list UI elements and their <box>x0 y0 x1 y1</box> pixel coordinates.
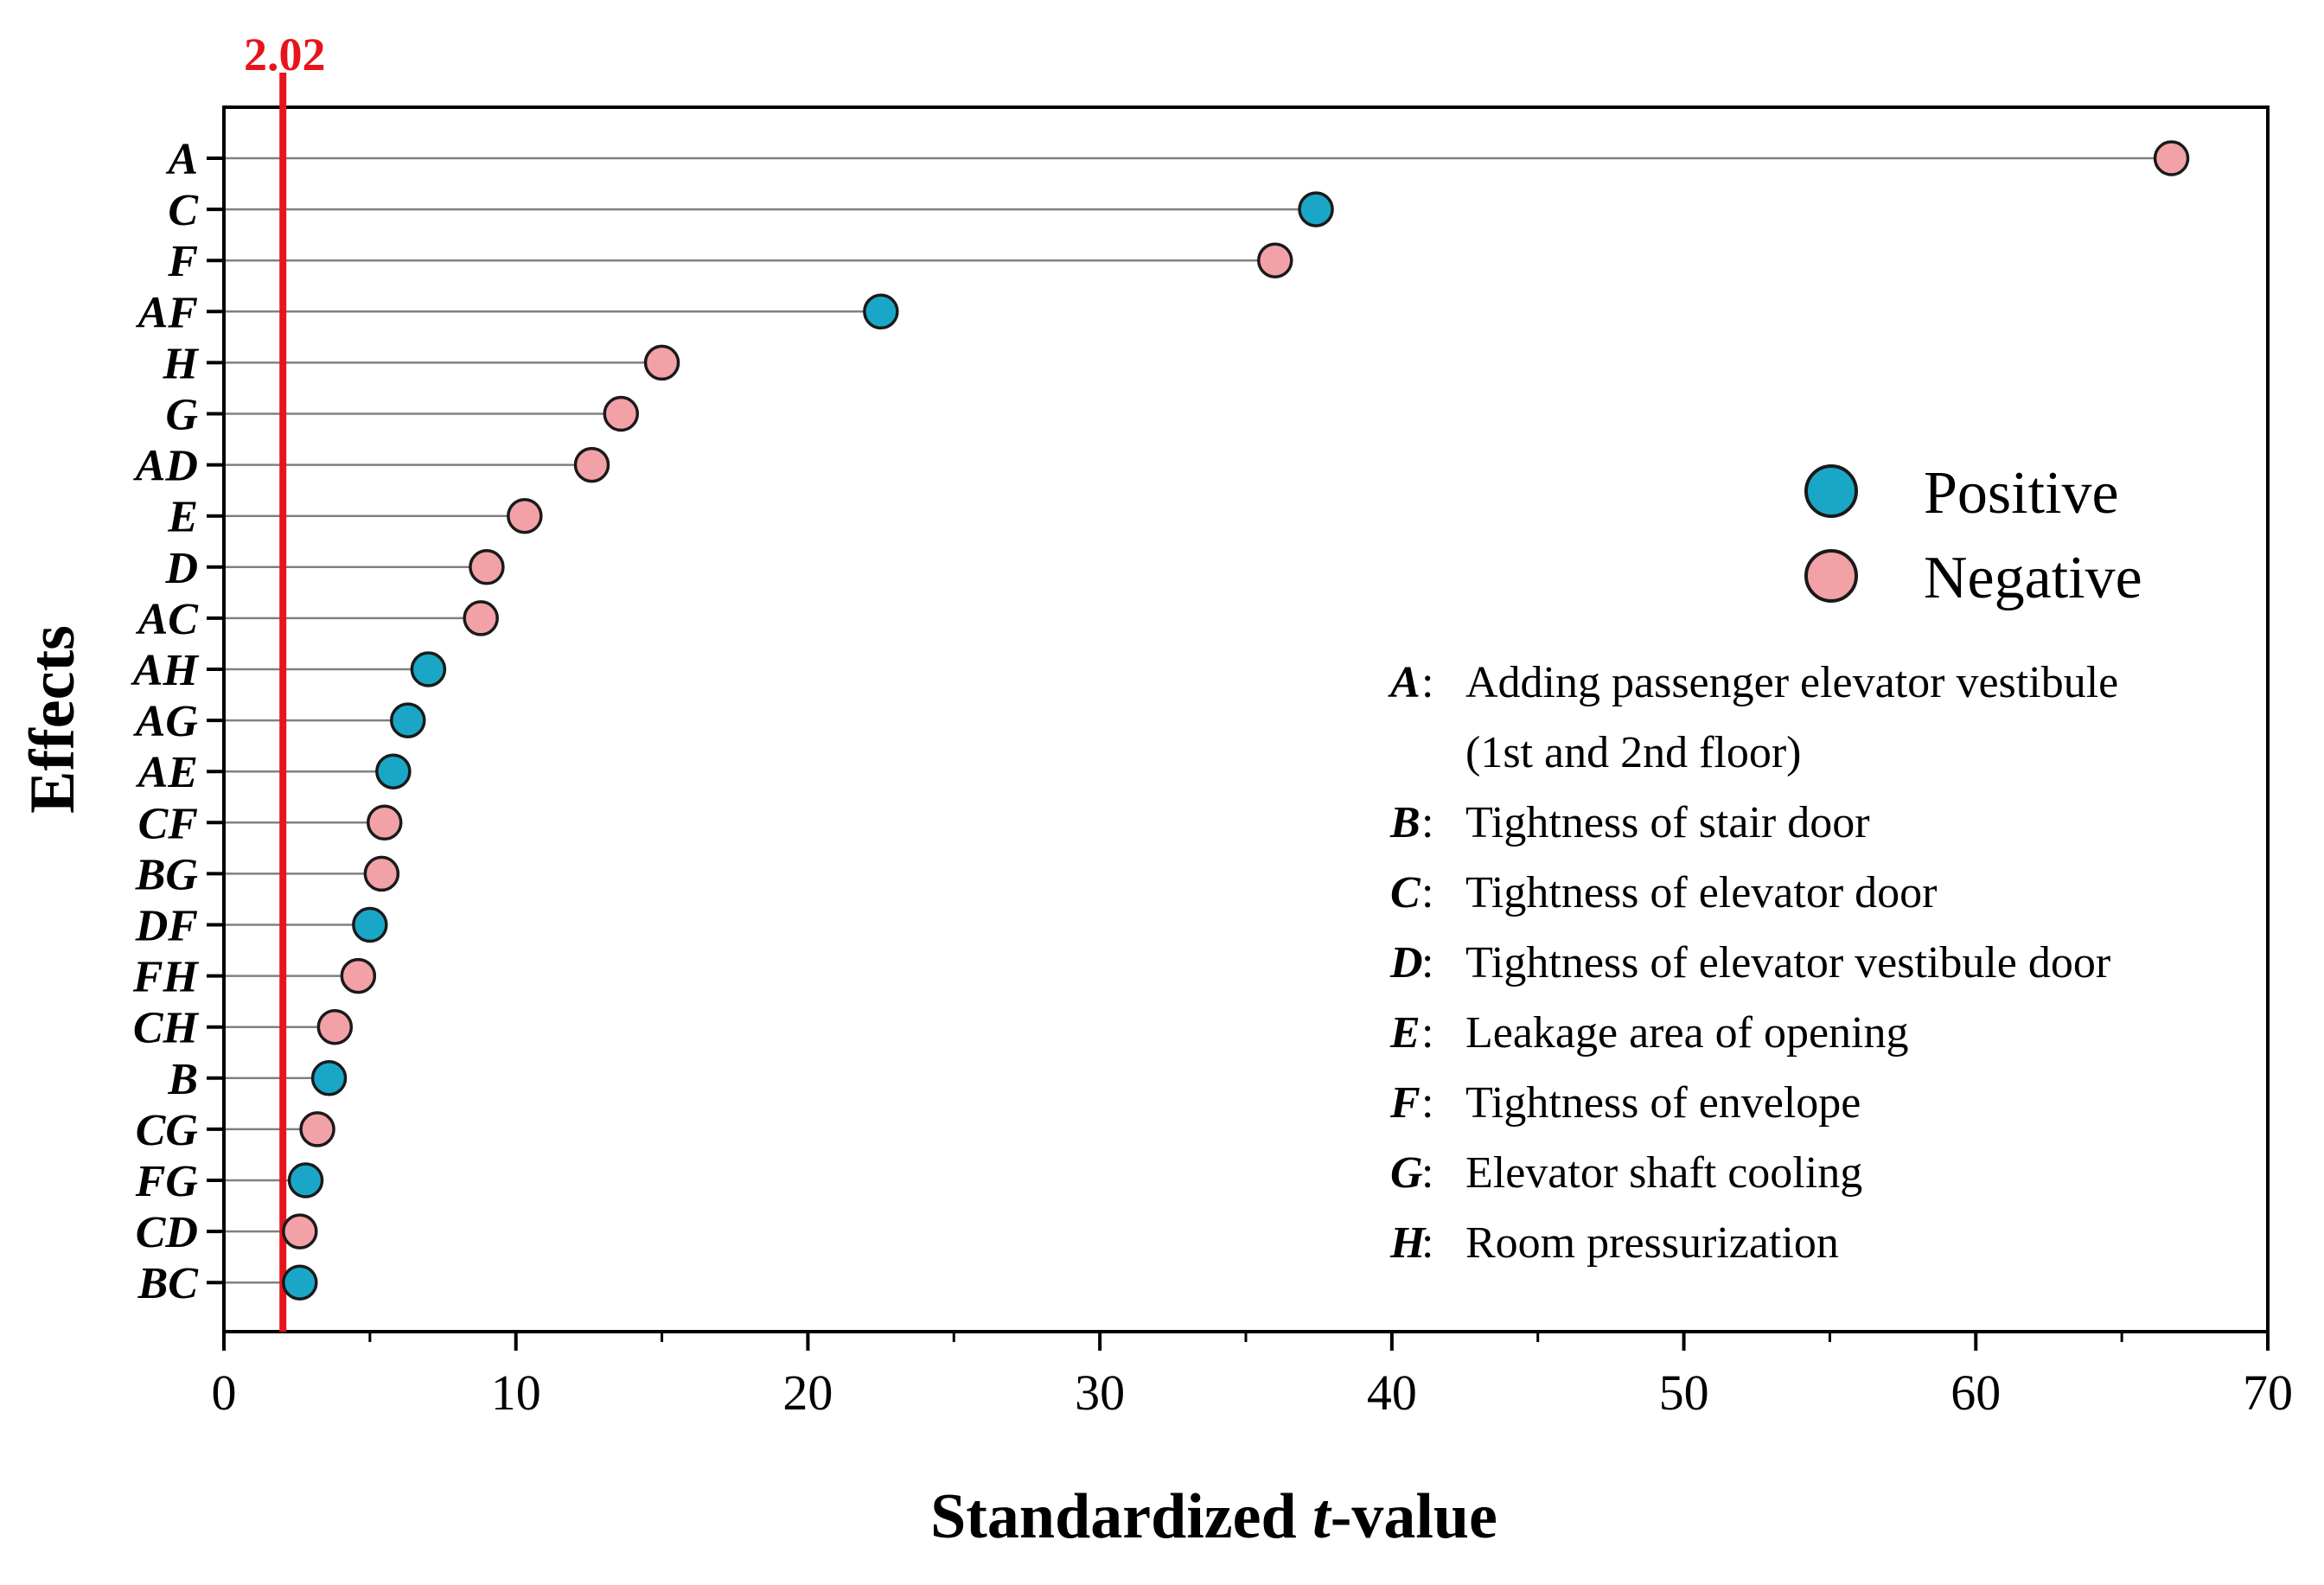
effect-label-bc: BC <box>137 1259 200 1308</box>
marker-h <box>643 344 680 381</box>
factor-description-h: Room pressurization <box>1465 1218 1839 1268</box>
marker-cf <box>366 804 403 841</box>
marker-cd <box>282 1213 318 1249</box>
plot-frame <box>222 105 2270 1333</box>
marker-f <box>1257 242 1293 278</box>
marker-ae <box>375 753 412 789</box>
legend-label-negative: Negative <box>1924 545 2142 611</box>
x-tick-label: 10 <box>491 1365 541 1421</box>
factor-key-a: A <box>1388 658 1421 707</box>
factor-key-e: E <box>1389 1008 1421 1058</box>
effect-label-cd: CD <box>136 1208 198 1257</box>
stem-layer <box>224 157 2172 1284</box>
factor-description-c: Tightness of elevator door <box>1465 868 1937 917</box>
effect-label-ah: AH <box>131 646 200 695</box>
effect-label-ae: AE <box>136 748 198 797</box>
marker-fg <box>287 1162 324 1198</box>
marker-c <box>1298 191 1334 227</box>
x-tick-label: 50 <box>1659 1365 1709 1421</box>
x-tick-label: 30 <box>1075 1365 1125 1421</box>
factor-description-g: Elevator shaft cooling <box>1465 1148 1862 1198</box>
factor-description-d: Tightness of elevator vestibule door <box>1465 938 2110 987</box>
factor-descriptions: A: Adding passenger elevator vestibule (1s… <box>1388 658 2118 1268</box>
marker-a <box>2153 140 2190 176</box>
effect-label-cg: CG <box>136 1106 198 1155</box>
effect-label-ac: AC <box>136 595 200 644</box>
effect-label-ad: AD <box>133 442 198 491</box>
effect-label-fh: FH <box>132 953 200 1002</box>
y-axis-title: Effects <box>17 625 88 814</box>
marker-d <box>469 549 505 585</box>
x-axis-ticks: 0 10 20 30 40 50 60 70 <box>212 1332 2293 1421</box>
legend: Positive Negative <box>1804 460 2142 611</box>
factor-colon: : <box>1421 938 1433 987</box>
marker-af <box>863 293 899 330</box>
marker-ag <box>390 702 426 738</box>
factor-description-a: (1st and 2nd floor) <box>1465 728 1801 777</box>
legend-label-positive: Positive <box>1924 460 2119 527</box>
reference-line-label: 2.02 <box>244 29 326 80</box>
axes-layer <box>222 105 2270 1333</box>
marker-ah <box>410 651 447 687</box>
factor-key-f: F <box>1389 1078 1421 1128</box>
marker-cg <box>299 1111 335 1147</box>
x-tick-label: 70 <box>2243 1365 2293 1421</box>
marker-bg <box>363 855 400 892</box>
x-tick-label: 60 <box>1950 1365 2001 1421</box>
marker-fh <box>340 957 377 994</box>
legend-swatch-positive <box>1804 464 1858 518</box>
marker-b <box>310 1060 348 1096</box>
x-tick-label: 20 <box>782 1365 833 1421</box>
effect-label-d: D <box>164 544 198 593</box>
effect-label-df: DF <box>135 902 198 951</box>
legend-swatch-negative <box>1804 549 1858 603</box>
marker-ch <box>316 1008 354 1045</box>
factor-description-b: Tightness of stair door <box>1465 798 1870 847</box>
x-tick-label: 0 <box>212 1365 237 1421</box>
factor-colon: : <box>1421 1008 1433 1058</box>
factor-colon: : <box>1421 1078 1433 1128</box>
effect-label-cf: CF <box>138 799 198 848</box>
markers-layer <box>282 140 2190 1301</box>
effect-label-b: B <box>167 1055 198 1104</box>
factor-key-b: B <box>1389 798 1421 847</box>
marker-df <box>352 906 388 943</box>
effect-label-e: E <box>167 493 198 542</box>
marker-g <box>603 395 640 432</box>
marker-e <box>507 497 543 534</box>
factor-description-a: Adding passenger elevator vestibule <box>1465 658 2118 707</box>
factor-key-h: H <box>1389 1218 1427 1268</box>
factor-description-f: Tightness of envelope <box>1465 1078 1861 1128</box>
effect-label-ag: AG <box>133 697 198 746</box>
effect-label-c: C <box>168 186 199 235</box>
factor-colon: : <box>1421 1218 1433 1268</box>
factor-key-c: C <box>1390 868 1421 917</box>
x-axis-title: Standardized t-value <box>930 1481 1497 1552</box>
effect-label-bg: BG <box>135 850 198 899</box>
effect-label-h: H <box>163 339 200 388</box>
effect-label-ch: CH <box>133 1004 200 1053</box>
factor-description-e: Leakage area of opening <box>1465 1008 1908 1058</box>
reference-line-group: 2.02 <box>244 29 326 1332</box>
factor-colon: : <box>1421 798 1433 847</box>
marker-ad <box>573 446 610 483</box>
factor-key-g: G <box>1390 1148 1423 1198</box>
effect-label-af: AF <box>136 288 198 337</box>
effect-label-fg: FG <box>135 1157 198 1206</box>
x-tick-label: 40 <box>1367 1365 1417 1421</box>
factor-colon: : <box>1421 658 1433 707</box>
factor-key-d: D <box>1389 938 1423 987</box>
marker-ac <box>463 600 499 636</box>
factor-colon: : <box>1421 868 1433 917</box>
marker-bc <box>282 1264 318 1301</box>
effect-label-f: F <box>167 237 198 286</box>
factor-colon: : <box>1421 1148 1433 1198</box>
effect-label-g: G <box>165 391 198 440</box>
effect-label-a: A <box>165 135 198 184</box>
